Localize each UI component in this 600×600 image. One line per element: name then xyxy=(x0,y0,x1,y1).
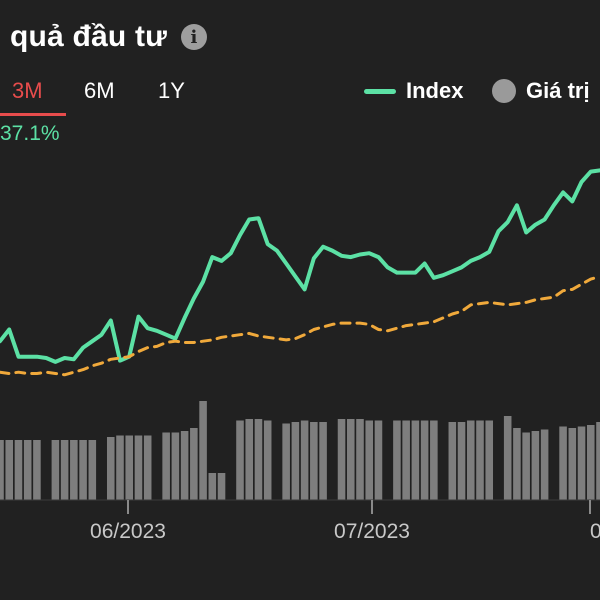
volume-bar xyxy=(217,473,226,500)
volume-bar xyxy=(577,426,586,500)
legend-value[interactable]: Giá trị xyxy=(492,78,590,104)
volume-bar xyxy=(568,428,577,500)
volume-bar xyxy=(476,420,484,500)
x-tick-label: 08 xyxy=(590,520,600,543)
volume-bar xyxy=(374,420,383,500)
volume-bar xyxy=(33,440,41,500)
volume-bar xyxy=(300,420,309,500)
x-tick-label: 07/2023 xyxy=(334,520,410,543)
volume-bar xyxy=(411,420,420,500)
volume-bar xyxy=(51,440,60,500)
legend-index-label: Index xyxy=(406,78,464,103)
legend-index[interactable]: Index xyxy=(364,78,463,104)
volume-bar xyxy=(346,419,355,500)
volume-bar xyxy=(180,431,189,500)
volume-bar xyxy=(199,401,207,500)
volume-bar xyxy=(319,422,327,500)
volume-bar xyxy=(70,440,78,500)
volume-bar xyxy=(596,422,600,500)
bar-group xyxy=(0,401,600,500)
volume-bar xyxy=(5,440,14,500)
series-line-index xyxy=(0,168,600,364)
series-line-value xyxy=(0,275,600,377)
volume-bar xyxy=(420,420,429,500)
volume-bar xyxy=(14,440,23,500)
volume-bar xyxy=(356,419,364,500)
volume-bar xyxy=(88,440,97,500)
volume-bar xyxy=(513,428,521,500)
volume-bar xyxy=(171,432,180,500)
volume-bar xyxy=(365,420,374,500)
volume-bar xyxy=(125,435,134,500)
volume-bar xyxy=(291,422,300,500)
volume-bar xyxy=(106,437,115,500)
tab-3m[interactable]: 3M xyxy=(12,78,43,103)
volume-bar xyxy=(162,432,170,500)
volume-bar xyxy=(23,440,32,500)
volume-bar xyxy=(457,422,466,500)
info-icon[interactable]: i xyxy=(181,24,208,50)
volume-bar xyxy=(254,419,263,500)
volume-bar xyxy=(134,435,143,500)
volume-bar xyxy=(485,420,494,500)
volume-bar xyxy=(448,422,457,500)
volume-bar xyxy=(236,420,244,500)
volume-bar xyxy=(503,416,512,500)
volume-bar xyxy=(522,432,530,500)
tab-1y[interactable]: 1Y xyxy=(158,78,185,103)
x-tick-label: 06/2023 xyxy=(90,520,166,543)
index-line-swatch xyxy=(364,88,396,94)
return-percentage: 37.1% xyxy=(0,122,60,145)
volume-bar xyxy=(402,420,410,500)
volume-bar xyxy=(559,426,567,500)
tab-6m[interactable]: 6M xyxy=(84,78,115,103)
volume-bar xyxy=(116,435,124,500)
volume-bar xyxy=(79,440,87,500)
volume-bar xyxy=(310,422,318,500)
volume-bar xyxy=(0,440,4,500)
volume-bar xyxy=(282,423,290,500)
page-title-text: quả đầu tư xyxy=(10,20,168,53)
volume-bar xyxy=(190,428,198,500)
volume-bar xyxy=(540,429,549,500)
volume-bar xyxy=(586,425,595,500)
volume-bar xyxy=(60,440,69,500)
volume-bar xyxy=(337,419,346,500)
volume-bar xyxy=(208,473,217,500)
volume-bar xyxy=(531,431,540,500)
legend-value-label: Giá trị xyxy=(526,78,590,103)
value-dot-swatch xyxy=(492,79,516,103)
volume-bar xyxy=(466,420,475,500)
volume-bar xyxy=(430,420,438,500)
volume-bar xyxy=(263,420,272,500)
active-tab-underline xyxy=(0,113,66,116)
volume-bar xyxy=(143,435,152,500)
page-title: quả đầu tư i xyxy=(10,20,208,54)
volume-bar xyxy=(393,420,401,500)
volume-bar xyxy=(245,419,254,500)
